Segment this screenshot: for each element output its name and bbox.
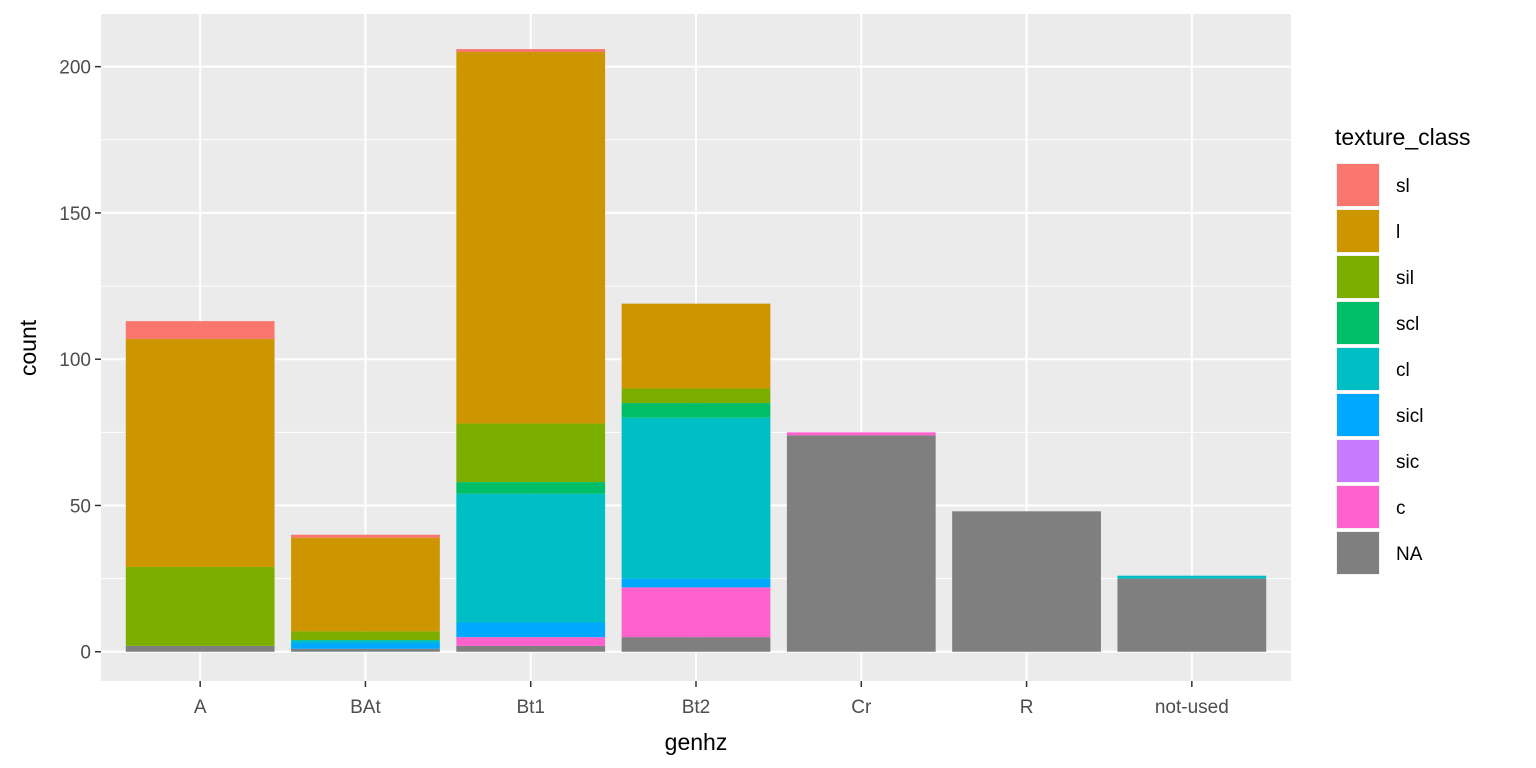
bar-segment-cl-bat: [291, 640, 440, 643]
x-tick-label: BAt: [350, 697, 381, 718]
bar-segment-na-a: [125, 645, 275, 652]
y-tick-label: 0: [80, 643, 91, 664]
x-tick-label: Cr: [851, 697, 872, 718]
bar-segment-l-bt1: [456, 52, 606, 424]
legend-label-sil: sil: [1396, 268, 1414, 289]
legend-key-c: [1337, 486, 1379, 528]
y-tick-label: 100: [59, 350, 91, 371]
bar-segment-na-not-used: [1117, 578, 1267, 652]
y-tick-label: 50: [70, 496, 91, 517]
bar-segment-sicl-bat: [291, 642, 440, 649]
bar-segment-c-bt2: [621, 587, 771, 638]
bar-segment-scl-bt1: [456, 482, 606, 494]
legend-key-sicl: [1337, 394, 1379, 436]
bar-segment-scl-bt2: [621, 403, 771, 418]
x-tick-label: not-used: [1155, 697, 1229, 718]
bar-segment-sicl-bt1: [456, 622, 606, 638]
y-axis-title: count: [15, 319, 41, 376]
bar-segment-na-bt1: [456, 645, 606, 652]
legend-label-sic: sic: [1396, 452, 1419, 473]
legend-key-na: [1337, 532, 1379, 574]
bar-segment-cl-not-used: [1117, 575, 1267, 579]
legend-label-scl: scl: [1396, 314, 1419, 335]
legend: texture_class sl l sil scl cl sicl sic c NA: [1335, 124, 1471, 575]
legend-label-sicl: sicl: [1396, 406, 1423, 427]
bar-segment-cl-bt1: [456, 493, 606, 623]
legend-label-na: NA: [1396, 544, 1423, 565]
bar-segment-c-bt1: [456, 637, 606, 646]
y-tick-label: 150: [59, 204, 91, 225]
legend-label-sl: sl: [1396, 176, 1410, 197]
x-tick-label: R: [1020, 697, 1034, 718]
legend-items: sl l sil scl cl sicl sic c NA: [1336, 163, 1423, 575]
x-tick-label: Bt1: [516, 697, 545, 718]
bar-segment-na-bat: [291, 648, 440, 652]
bar-segment-l-bt2: [621, 303, 771, 389]
x-tick-label: A: [194, 697, 207, 718]
bar-segment-sil-bt2: [621, 388, 771, 404]
bar-segment-sl-bt1: [456, 49, 606, 53]
bar-segment-sil-bt1: [456, 423, 606, 483]
legend-key-sic: [1337, 440, 1379, 482]
x-axis-title: genhz: [665, 729, 728, 755]
legend-label-cl: cl: [1396, 360, 1410, 381]
legend-key-cl: [1337, 348, 1379, 390]
bar-segment-na-bt2: [621, 637, 771, 652]
legend-label-l: l: [1396, 222, 1400, 243]
legend-key-l: [1337, 210, 1379, 252]
x-tick-label: Bt2: [682, 697, 711, 718]
legend-key-sil: [1337, 256, 1379, 298]
bar-segment-sil-a: [125, 566, 275, 646]
legend-label-c: c: [1396, 498, 1406, 519]
bar-segment-c-cr: [786, 432, 936, 436]
bars: [125, 49, 1267, 652]
bar-segment-na-cr: [786, 435, 936, 652]
bar-segment-sicl-bt2: [621, 578, 771, 588]
bar-segment-na-r: [952, 511, 1101, 652]
bar-segment-cl-bt2: [621, 417, 771, 579]
y-axis-ticks: 0 50 100 150 200: [59, 58, 101, 664]
bar-segment-l-bat: [291, 537, 440, 632]
legend-title: texture_class: [1335, 124, 1471, 150]
y-tick-label: 200: [59, 58, 91, 79]
bar-segment-l-a: [125, 338, 275, 567]
bar-segment-sil-bat: [291, 631, 440, 641]
bar-segment-sl-bat: [291, 534, 440, 538]
legend-key-scl: [1337, 302, 1379, 344]
bar-segment-sl-a: [125, 321, 275, 339]
legend-key-sl: [1337, 164, 1379, 206]
